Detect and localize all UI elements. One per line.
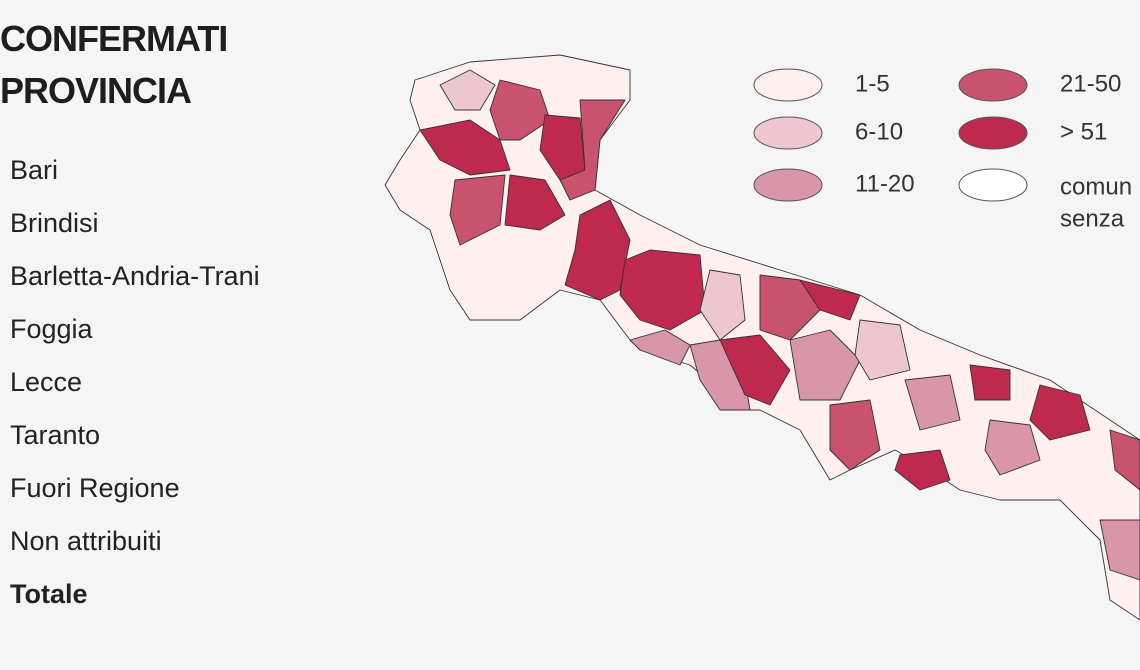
legend-swatch <box>753 68 823 102</box>
region <box>759 274 821 341</box>
province-item[interactable]: Non attribuiti <box>10 526 162 556</box>
province-item[interactable]: Totale <box>10 579 88 609</box>
province-item[interactable]: Bari <box>10 155 59 185</box>
region <box>489 79 551 141</box>
legend-swatch <box>958 116 1028 150</box>
region <box>559 99 626 201</box>
region <box>894 449 951 491</box>
province-item[interactable]: Taranto <box>10 420 101 450</box>
province-item[interactable]: Barletta-Andria-Trani <box>10 261 260 291</box>
legend-swatch <box>958 168 1028 202</box>
legend-swatch <box>753 168 823 202</box>
region <box>1029 384 1091 441</box>
legend-swatch <box>958 68 1028 102</box>
region <box>1109 429 1140 491</box>
legend-label: 21-50 <box>1060 70 1121 97</box>
province-item[interactable]: Fuori Regione <box>10 473 180 503</box>
legend-label: > 51 <box>1060 118 1107 145</box>
region <box>449 174 506 246</box>
region <box>904 374 961 431</box>
region <box>799 279 861 321</box>
region <box>719 334 791 406</box>
legend-label: 11-20 <box>855 170 915 197</box>
province-item[interactable]: Lecce <box>10 367 83 397</box>
title-line: PROVINCIA <box>0 70 192 111</box>
legend-label: 6-10 <box>855 118 903 145</box>
legend: 1-5 6-10 11-20 21-50 > 51 comun senza <box>753 68 1132 232</box>
region <box>504 174 566 231</box>
region <box>829 399 881 471</box>
province-item[interactable]: Foggia <box>10 314 93 344</box>
region <box>439 69 496 111</box>
region <box>564 199 631 301</box>
region <box>854 319 911 381</box>
region <box>984 419 1041 476</box>
region <box>629 329 691 366</box>
region <box>1099 519 1140 581</box>
province-item[interactable]: Brindisi <box>10 208 99 238</box>
region-map <box>384 54 1140 621</box>
region <box>619 249 706 331</box>
region <box>789 329 861 401</box>
legend-label: senza <box>1060 205 1125 232</box>
region <box>419 119 511 176</box>
legend-swatch <box>753 116 823 150</box>
region <box>969 364 1011 401</box>
legend-label: 1-5 <box>855 70 890 97</box>
title-line: CONFERMATI <box>0 18 228 59</box>
legend-label: comun <box>1060 173 1132 200</box>
region <box>699 269 746 341</box>
